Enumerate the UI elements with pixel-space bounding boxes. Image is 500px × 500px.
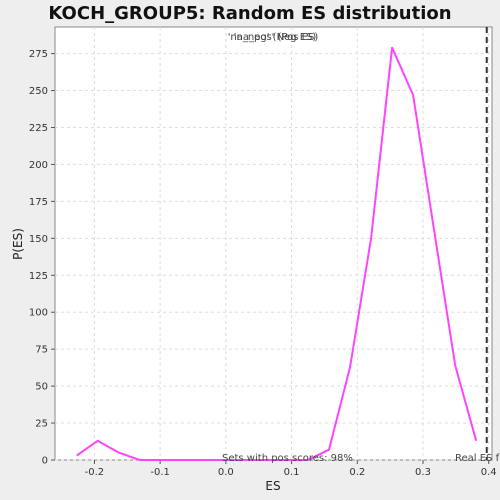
- x-tick-label: 0.0: [218, 467, 234, 478]
- pos-scores-annotation: Sets with pos scores: 98%: [222, 453, 353, 464]
- y-tick-label: 150: [29, 234, 48, 245]
- x-axis-label: ES: [265, 479, 280, 493]
- y-tick-label: 250: [29, 86, 48, 97]
- legend-entry-pos: 'na_pos' (Pos ES): [234, 32, 319, 43]
- y-tick-label: 25: [35, 419, 48, 430]
- x-tick-label: -0.2: [85, 467, 105, 478]
- axis-ticks: 0 25 50 75 100 125 150 175 200 225 250 275 -0.2 -0.1 0…: [29, 49, 497, 478]
- series-layer: [76, 46, 478, 461]
- y-axis-label: P(ES): [11, 228, 25, 260]
- y-tick-label: 100: [29, 308, 48, 319]
- grid: [55, 27, 492, 461]
- y-tick-label: 75: [35, 345, 48, 356]
- y-tick-label: 225: [29, 123, 48, 134]
- series-line: [76, 46, 478, 461]
- x-tick-label: 0.1: [284, 467, 300, 478]
- x-tick-label: 0.2: [349, 467, 365, 478]
- y-tick-label: 50: [35, 382, 48, 393]
- chart-title: KOCH_GROUP5: Random ES distribution: [48, 3, 451, 24]
- x-tick-label: 0.4: [481, 467, 497, 478]
- legend-entry-neg: 'na_neg' (Neg ES): [228, 32, 317, 43]
- x-tick-label: -0.1: [150, 467, 170, 478]
- y-tick-label: 125: [29, 271, 48, 282]
- real-es-label: Real ES f: [455, 453, 500, 464]
- y-tick-label: 175: [29, 197, 48, 208]
- plot-area: [54, 26, 493, 461]
- y-tick-label: 275: [29, 49, 48, 60]
- y-tick-label: 0: [42, 456, 48, 467]
- y-tick-label: 200: [29, 160, 48, 171]
- x-tick-label: 0.3: [415, 467, 431, 478]
